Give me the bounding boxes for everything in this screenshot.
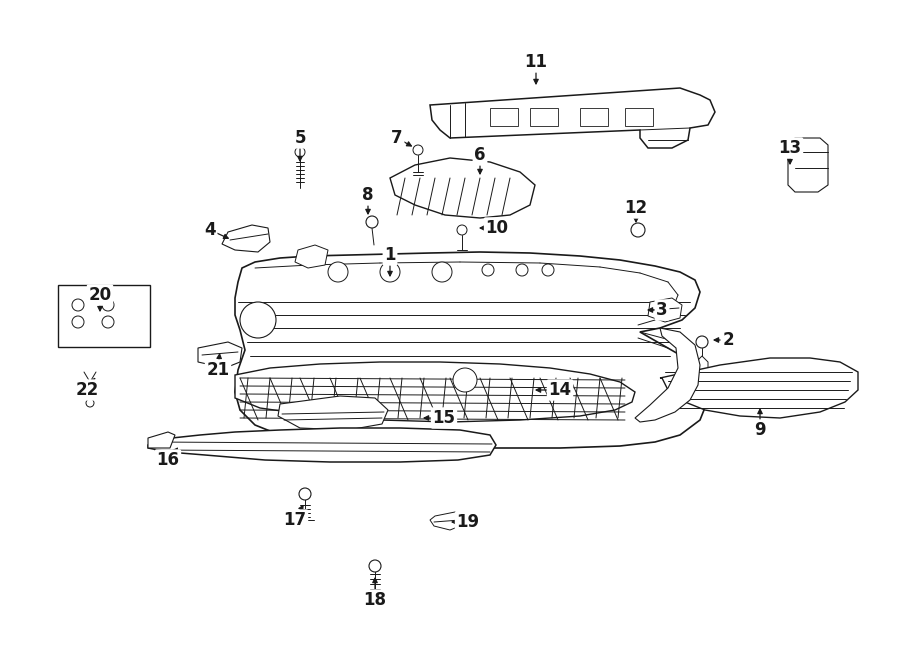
Text: 2: 2 <box>722 331 734 349</box>
Circle shape <box>457 225 467 235</box>
Text: 21: 21 <box>206 361 230 379</box>
Circle shape <box>380 262 400 282</box>
Polygon shape <box>198 342 242 368</box>
Text: 14: 14 <box>548 381 572 399</box>
Bar <box>580 108 608 126</box>
Circle shape <box>299 488 311 500</box>
Circle shape <box>102 316 114 328</box>
Polygon shape <box>148 428 496 462</box>
Circle shape <box>240 302 276 338</box>
Text: 9: 9 <box>754 421 766 439</box>
Circle shape <box>72 299 84 311</box>
Text: 6: 6 <box>474 146 486 164</box>
Polygon shape <box>278 396 388 430</box>
Polygon shape <box>430 88 715 148</box>
Polygon shape <box>148 432 175 448</box>
Circle shape <box>631 223 645 237</box>
Text: 18: 18 <box>364 591 386 609</box>
Circle shape <box>72 316 84 328</box>
Circle shape <box>516 264 528 276</box>
Text: 11: 11 <box>525 53 547 71</box>
Text: 17: 17 <box>284 511 307 529</box>
Polygon shape <box>390 158 535 218</box>
Polygon shape <box>222 225 270 252</box>
Polygon shape <box>696 356 708 376</box>
Text: 1: 1 <box>384 246 396 264</box>
Text: 3: 3 <box>656 301 668 319</box>
Text: 12: 12 <box>625 199 648 217</box>
Polygon shape <box>430 512 462 530</box>
Text: 8: 8 <box>362 186 374 204</box>
Text: 10: 10 <box>485 219 508 237</box>
Text: 16: 16 <box>157 451 179 469</box>
Bar <box>530 108 558 126</box>
Text: 22: 22 <box>76 381 99 399</box>
Circle shape <box>453 368 477 392</box>
Polygon shape <box>788 138 828 192</box>
Circle shape <box>102 299 114 311</box>
Circle shape <box>432 262 452 282</box>
Text: 19: 19 <box>456 513 480 531</box>
Text: 13: 13 <box>778 139 802 157</box>
Circle shape <box>86 399 94 407</box>
Circle shape <box>482 264 494 276</box>
Text: 4: 4 <box>204 221 216 239</box>
Polygon shape <box>635 328 700 422</box>
Circle shape <box>328 262 348 282</box>
Circle shape <box>413 145 423 155</box>
Bar <box>625 108 653 126</box>
Polygon shape <box>235 362 635 422</box>
Circle shape <box>370 595 380 605</box>
Circle shape <box>366 216 378 228</box>
Circle shape <box>696 336 708 348</box>
Text: 7: 7 <box>392 129 403 147</box>
Polygon shape <box>295 245 328 268</box>
Bar <box>490 108 518 126</box>
Bar <box>58 285 150 347</box>
Polygon shape <box>660 358 858 418</box>
Circle shape <box>542 264 554 276</box>
Circle shape <box>369 560 381 572</box>
Text: 20: 20 <box>88 286 112 304</box>
Polygon shape <box>235 252 708 448</box>
Text: 15: 15 <box>433 409 455 427</box>
Polygon shape <box>648 298 682 322</box>
Text: 5: 5 <box>294 129 306 147</box>
Circle shape <box>295 147 305 157</box>
